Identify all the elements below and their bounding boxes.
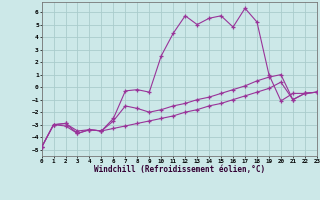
X-axis label: Windchill (Refroidissement éolien,°C): Windchill (Refroidissement éolien,°C) — [94, 165, 265, 174]
